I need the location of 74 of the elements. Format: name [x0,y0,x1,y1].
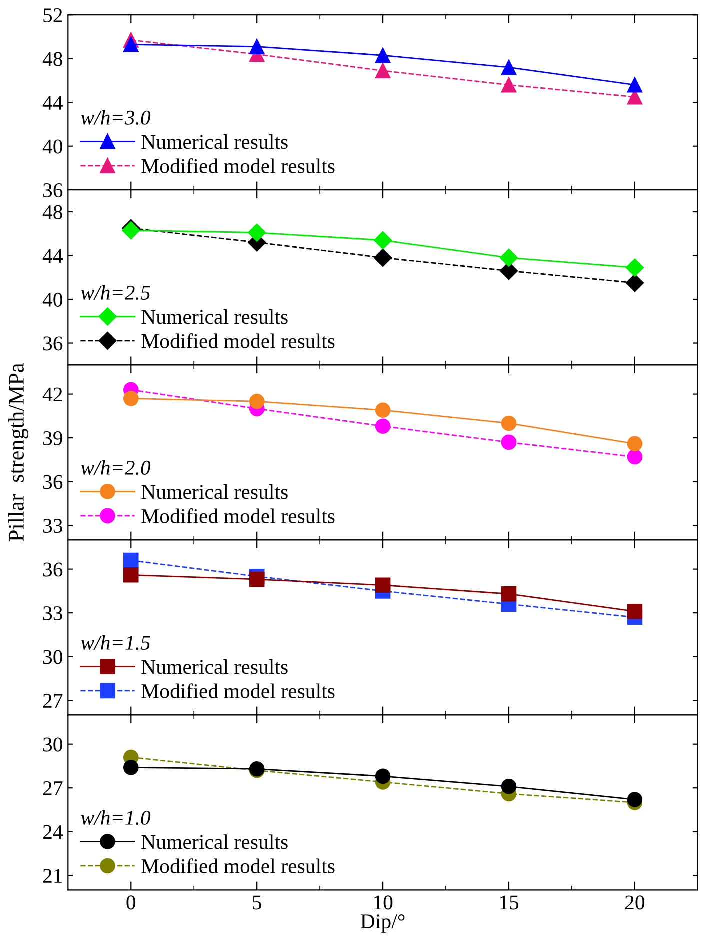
legend-label: Modified model results [142,858,335,874]
point [501,586,517,602]
legend-title: w/h=3.0 [81,110,151,126]
point [627,77,643,93]
y-tick-label: 40 [42,292,63,307]
point [626,258,644,277]
point [501,779,517,794]
legend-title: w/h=1.0 [81,810,151,826]
point [375,63,391,79]
y-tick-label: 44 [42,249,63,263]
point [375,48,391,64]
x-tick-label: 20 [625,896,645,910]
legend-label: Numerical results [142,484,288,500]
y-tick-label: 21 [43,869,62,883]
legend-label: Numerical results [142,134,288,150]
point [375,418,391,434]
legend-label: Modified model results [142,158,335,174]
point [123,760,139,776]
y-axis-title: Pillar strength/MPa [8,363,29,542]
point [627,436,643,452]
x-tick-label: 5 [253,896,262,910]
y-tick-label: 36 [43,475,63,490]
y-tick-label: 40 [42,140,63,154]
y-tick-label: 27 [43,694,63,708]
y-tick-label: 36 [43,184,63,198]
point [249,39,265,54]
point [501,60,517,76]
point [249,394,265,410]
x-tick-label: 10 [374,896,393,910]
point [501,77,517,93]
point [627,449,643,465]
legend-label: Modified model results [142,334,335,348]
x-tick-label: 15 [500,896,519,910]
point [123,552,139,568]
y-tick-label: 48 [42,52,63,66]
y-tick-label: 52 [44,8,62,23]
legend-label: Numerical results [142,834,288,850]
y-tick-label: 42 [42,388,62,402]
point [375,768,391,784]
y-tick-label: 30 [43,738,63,752]
point [248,224,266,242]
point [249,572,265,588]
point [375,578,391,594]
y-tick-label: 27 [43,782,63,796]
point [627,604,643,620]
point [501,416,517,432]
point [123,37,139,52]
legend-label: Numerical results [142,660,288,674]
legend-title: w/h=2.5 [81,285,150,300]
y-tick-label: 36 [43,562,63,577]
y-tick-label: 39 [43,431,62,446]
point [375,402,391,418]
point [500,248,518,267]
x-tick-label: 0 [126,896,136,910]
point [374,231,392,250]
legend-label: Numerical results [142,310,288,324]
y-tick-label: 44 [42,96,63,110]
legend-title: w/h=1.5 [81,635,150,650]
y-tick-label: 48 [42,205,63,220]
point [374,248,392,267]
legend-label: Modified model results [142,684,335,698]
y-tick-label: 33 [43,519,62,534]
legend-title: w/h=2.0 [81,460,151,476]
point [501,434,517,450]
point [627,792,643,808]
x-axis-title: Dip/° [360,914,405,933]
y-tick-label: 24 [43,825,63,840]
legend-label: Modified model results [142,508,335,524]
point [123,391,139,406]
y-tick-label: 30 [43,650,63,664]
y-tick-label: 33 [43,606,62,621]
point [123,568,139,583]
point [626,274,644,292]
y-tick-label: 36 [43,336,63,351]
